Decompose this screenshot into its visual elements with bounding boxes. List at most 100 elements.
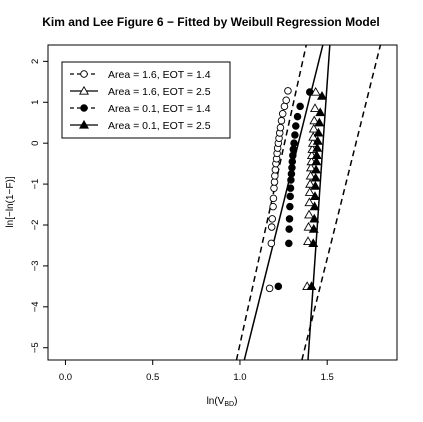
x-axis-label-main: ln(V bbox=[207, 396, 225, 407]
filled-triangle-point bbox=[306, 281, 317, 290]
open-triangle-point bbox=[305, 162, 316, 172]
open-triangle-point bbox=[305, 178, 316, 188]
x-tick-label: 1.0 bbox=[233, 372, 246, 383]
chart-title: Kim and Lee Figure 6 − Fitted by Weibull… bbox=[42, 15, 380, 29]
filled-triangle-point bbox=[310, 172, 321, 182]
filled-circle-point bbox=[285, 225, 293, 233]
legend-label-3: Area = 0.1, EOT = 1.4 bbox=[108, 103, 211, 115]
filled-circle-point bbox=[306, 88, 314, 96]
filled-triangle-point bbox=[310, 181, 321, 190]
open-circle-point bbox=[276, 123, 285, 132]
open-circle-point bbox=[268, 215, 276, 223]
y-tick-label: 2 bbox=[30, 59, 41, 64]
open-triangle-point bbox=[304, 209, 315, 219]
open-circle-point bbox=[284, 87, 292, 95]
fit-line-series-1 bbox=[235, 45, 307, 360]
open-triangle-point bbox=[310, 86, 321, 96]
filled-triangle-point bbox=[79, 119, 89, 129]
open-circle-point bbox=[282, 96, 290, 104]
open-circle-point bbox=[80, 70, 88, 78]
filled-circle-point bbox=[289, 145, 298, 154]
filled-circle-point bbox=[80, 104, 88, 112]
filled-circle-point bbox=[290, 139, 298, 147]
y-tick-label: −1 bbox=[30, 179, 41, 190]
open-circle-point bbox=[265, 284, 274, 293]
filled-circle-point bbox=[288, 163, 296, 172]
filled-circle-point bbox=[286, 202, 294, 211]
open-circle-point bbox=[269, 194, 278, 203]
filled-triangle-point bbox=[316, 91, 327, 100]
x-axis-label-close: ) bbox=[234, 396, 237, 407]
filled-triangle-point bbox=[311, 150, 322, 160]
filled-triangle-point bbox=[310, 191, 320, 200]
filled-circle-point bbox=[285, 215, 294, 223]
filled-triangle-point bbox=[314, 117, 325, 127]
open-triangle-point bbox=[309, 115, 320, 125]
y-tick-label: −4 bbox=[30, 301, 41, 312]
filled-circle-point bbox=[293, 112, 302, 121]
open-triangle-point bbox=[303, 236, 313, 245]
legend-label-1: Area = 1.6, EOT = 1.4 bbox=[108, 69, 211, 81]
y-tick-label: 1 bbox=[30, 100, 41, 105]
open-circle-point bbox=[271, 172, 279, 180]
open-triangle-point bbox=[304, 187, 315, 196]
filled-triangle-point bbox=[308, 223, 319, 233]
filled-circle-point bbox=[291, 131, 299, 139]
x-tick-label: 1.5 bbox=[321, 372, 334, 383]
filled-circle-point bbox=[296, 102, 304, 111]
x-tick-label: 0.0 bbox=[59, 372, 72, 383]
filled-triangle-point bbox=[313, 127, 324, 137]
open-triangle-point bbox=[308, 123, 319, 133]
series-2-points bbox=[302, 86, 321, 290]
open-circle-point bbox=[271, 166, 280, 174]
open-triangle-point bbox=[79, 85, 89, 95]
x-axis-label: ln(VBD) bbox=[207, 396, 238, 408]
legend: Area = 1.6, EOT = 1.4 Area = 1.6, EOT = 2… bbox=[61, 61, 231, 139]
y-axis: −5 −4 −3 −2 −1 0 1 2 bbox=[30, 59, 48, 353]
open-circle-point bbox=[267, 239, 276, 248]
x-tick-label: 0.5 bbox=[146, 372, 159, 383]
filled-circle-point bbox=[285, 239, 293, 248]
filled-triangle-point bbox=[311, 156, 322, 166]
filled-triangle-point bbox=[315, 107, 326, 117]
y-tick-label: 0 bbox=[30, 141, 41, 146]
filled-circle-point bbox=[292, 122, 300, 130]
open-circle-point bbox=[270, 178, 279, 186]
y-tick-label: −2 bbox=[30, 220, 41, 231]
y-tick-label: −5 bbox=[30, 342, 41, 353]
open-circle-point bbox=[280, 102, 289, 111]
series-4-points bbox=[306, 91, 327, 290]
open-triangle-point bbox=[305, 170, 316, 180]
open-circle-point bbox=[270, 184, 278, 192]
open-triangle-point bbox=[304, 197, 315, 207]
plot-frame bbox=[47, 44, 398, 361]
open-circle-point bbox=[269, 202, 277, 211]
filled-triangle-point bbox=[309, 201, 320, 211]
open-circle-point bbox=[278, 109, 287, 118]
plot-area bbox=[235, 45, 382, 360]
x-axis-label-subscript: BD bbox=[224, 401, 234, 408]
filled-triangle-point bbox=[309, 213, 320, 223]
x-axis: 0.0 0.5 1.0 1.5 bbox=[59, 360, 334, 383]
fit-line-series-4 bbox=[307, 45, 331, 360]
filled-triangle-point bbox=[312, 136, 323, 145]
series-1-points bbox=[265, 87, 292, 293]
filled-circle-point bbox=[289, 151, 297, 160]
filled-triangle-point bbox=[308, 238, 319, 248]
filled-triangle-point bbox=[311, 164, 322, 174]
y-axis-label: ln[−ln(1−F)] bbox=[5, 176, 16, 227]
filled-circle-point bbox=[287, 176, 295, 184]
fit-line-series-3 bbox=[301, 45, 382, 360]
y-tick-label: −3 bbox=[30, 260, 41, 271]
open-circle-point bbox=[267, 223, 276, 231]
filled-circle-point bbox=[286, 184, 295, 192]
filled-triangle-point bbox=[312, 142, 323, 152]
fit-line-series-2 bbox=[243, 45, 324, 360]
filled-circle-point bbox=[287, 170, 296, 178]
filled-circle-point bbox=[286, 192, 294, 201]
open-triangle-point bbox=[310, 103, 320, 113]
legend-label-2: Area = 1.6, EOT = 2.5 bbox=[108, 86, 211, 98]
series-3-points bbox=[274, 88, 314, 291]
filled-circle-point bbox=[274, 282, 283, 291]
